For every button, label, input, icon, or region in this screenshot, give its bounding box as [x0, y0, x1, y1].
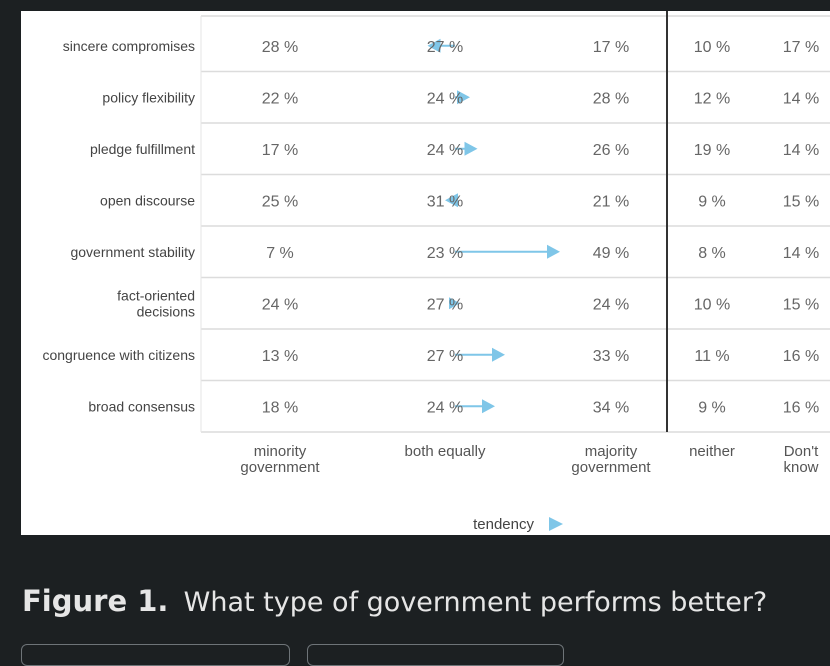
figure-label: Figure 1.	[22, 584, 169, 618]
cell-value: 24 %	[427, 142, 463, 159]
tendency-arrow-head	[449, 297, 460, 310]
tendency-arrow-head	[547, 244, 560, 259]
cell-value: 27 %	[427, 39, 463, 56]
column-label: neither	[689, 443, 735, 460]
cell-value: 10 %	[694, 296, 730, 313]
column-label: both equally	[405, 443, 486, 460]
row-label: government stability	[70, 244, 195, 260]
cell-value: 33 %	[593, 348, 629, 365]
cell-value: 49 %	[593, 245, 629, 262]
cell-value: 27 %	[427, 348, 463, 365]
cell-value: 27 %	[427, 296, 463, 313]
cell-value: 28 %	[593, 90, 629, 107]
cell-value: 31 %	[427, 193, 463, 210]
cell-value: 13 %	[262, 348, 298, 365]
row-label: broad consensus	[88, 398, 195, 414]
row-label: policy flexibility	[102, 89, 195, 105]
cell-value: 9 %	[698, 193, 726, 210]
cell-value: 22 %	[262, 90, 298, 107]
tendency-legend-arrow	[549, 517, 563, 531]
cell-value: 12 %	[694, 90, 730, 107]
cell-value: 14 %	[783, 245, 819, 262]
figure-action-button-2[interactable]	[307, 644, 564, 666]
cell-value: 16 %	[783, 348, 819, 365]
cell-value: 21 %	[593, 193, 629, 210]
cell-value: 18 %	[262, 399, 298, 416]
cell-value: 25 %	[262, 193, 298, 210]
column-label: majority government	[571, 443, 651, 476]
cell-value: 24 %	[427, 399, 463, 416]
cell-value: 16 %	[783, 399, 819, 416]
figure-action-button-1[interactable]	[21, 644, 290, 666]
figure-panel: sincere compromises 28 % 27 % 17 % 10 % 17 % p…	[21, 11, 830, 535]
cell-value: 14 %	[783, 90, 819, 107]
tendency-arrow-head	[427, 38, 441, 53]
row-label: sincere compromises	[63, 38, 195, 54]
tendency-arrow-head	[457, 90, 470, 105]
cell-value: 24 %	[593, 296, 629, 313]
cell-value: 8 %	[698, 245, 726, 262]
cell-value: 15 %	[783, 193, 819, 210]
tendency-arrow-head	[482, 399, 495, 414]
cell-value: 10 %	[694, 39, 730, 56]
tendency-arrow-head	[464, 141, 478, 156]
tendency-legend-label: tendency	[473, 516, 534, 533]
cell-value: 14 %	[783, 142, 819, 159]
cell-value: 9 %	[698, 399, 726, 416]
row-label: pledge fulfillment	[90, 141, 195, 157]
cell-value: 26 %	[593, 142, 629, 159]
cell-value: 23 %	[427, 245, 463, 262]
figure-title: What type of government performs better?	[183, 587, 768, 618]
page: sincere compromises 28 % 27 % 17 % 10 % 17 % p…	[21, 11, 830, 666]
row-label: fact-oriented decisions	[117, 287, 195, 319]
row-label: congruence with citizens	[42, 347, 195, 363]
cell-value: 17 %	[262, 142, 298, 159]
cell-value: 17 %	[593, 39, 629, 56]
tendency-arrow-head	[445, 193, 458, 208]
cell-value: 34 %	[593, 399, 629, 416]
cell-value: 7 %	[266, 245, 294, 262]
cell-value: 15 %	[783, 296, 819, 313]
cell-value: 17 %	[783, 39, 819, 56]
cell-value: 19 %	[694, 142, 730, 159]
cell-value: 24 %	[262, 296, 298, 313]
chart-svg: sincere compromises 28 % 27 % 17 % 10 % 17 % p…	[42, 11, 830, 533]
row-label: open discourse	[100, 192, 195, 208]
cell-value: 28 %	[262, 39, 298, 56]
tendency-arrow-head	[492, 347, 505, 362]
figure-caption: Figure 1. What type of government perfor…	[22, 584, 767, 618]
cell-value: 11 %	[694, 348, 729, 365]
cell-value: 24 %	[427, 90, 463, 107]
column-label: Don't know	[783, 443, 819, 476]
column-label: minority government	[240, 443, 320, 476]
